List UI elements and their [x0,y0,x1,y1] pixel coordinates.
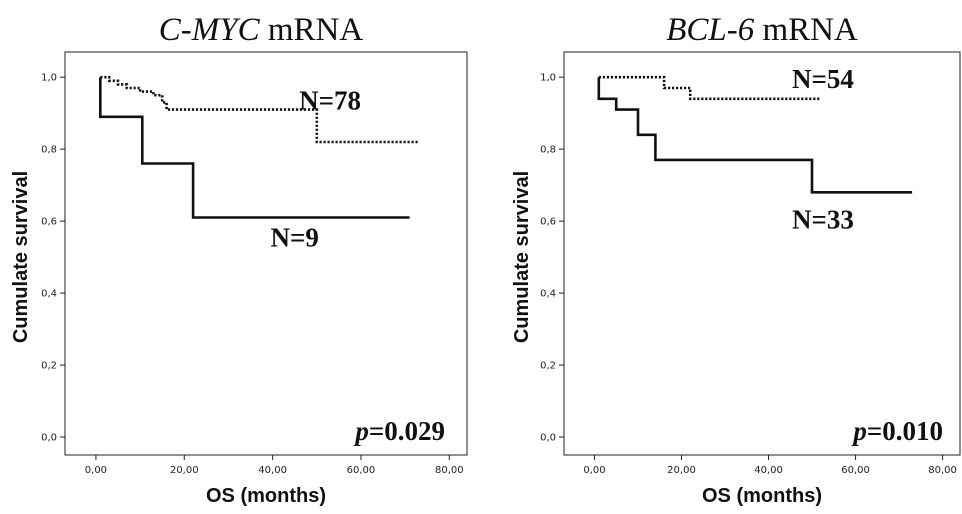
chart-title-gene: BCL-6 [666,12,755,48]
x-tick-label: 40,00 [754,465,783,476]
x-tick-label: 0,00 [85,465,107,476]
axis-ticks: 0,00 20,00 40,00 60,00 80,00 0,0 0,2 0,4 0,6 0,8 1… [41,73,464,476]
x-tick-label: 0,00 [583,465,605,476]
series-label: N=33 [792,204,854,234]
survival-curves [597,75,913,194]
series-labels: N=54 N=33 [792,64,854,234]
y-tick-label: 0,4 [540,289,556,300]
y-tick-label: 1,0 [540,73,556,84]
y-tick-label: 0,2 [41,361,57,372]
p-value-number: =0.010 [867,416,943,446]
p-value-label: p=0.029 [353,416,445,446]
x-tick-label: 20,00 [667,465,696,476]
chart-panel-c-myc: C-MYC mRNA 0,00 20,00 40,00 60,00 80,000,00,… [10,12,468,507]
y-tick-label: 0,8 [41,145,57,156]
x-tick-label: 60,00 [347,465,376,476]
chart-panel-bcl-6: BCL-6 mRNA 0,00 20,00 40,00 60,00 80,000,00,… [511,12,961,507]
x-tick-label: 60,00 [841,465,870,476]
series-label: N=78 [299,86,361,116]
survival-curve-solid [99,77,410,219]
p-value-label: p=0.010 [851,416,943,446]
chart-title: C-MYC mRNA [159,12,364,48]
chart-title-suffix: mRNA [260,12,364,48]
y-tick-label: 1,0 [41,73,57,84]
y-tick-label: 0,6 [540,217,556,228]
series-label: N=54 [792,64,854,94]
axis-ticks: 0,00 20,00 40,00 60,00 80,00 0,0 0,2 0,4 0,6 0,8 1… [540,73,957,476]
y-axis-title: Cumulate survival [511,171,533,343]
y-tick-label: 0,0 [41,433,57,444]
survival-curve-solid [597,77,913,194]
y-axis-title: Cumulate survival [10,171,32,343]
x-tick-label: 80,00 [928,465,957,476]
series-labels: N=78 N=9 [271,86,361,253]
y-tick-label: 0,4 [41,289,57,300]
survival-curve-dotted [598,75,821,101]
series-label: N=9 [271,222,319,252]
plot-frame [64,51,468,456]
x-axis-title: OS (months) [206,485,326,507]
chart-title-gene: C-MYC [159,12,261,48]
x-axis-title: OS (months) [702,485,822,507]
chart-title-suffix: mRNA [754,12,858,48]
x-tick-label: 80,00 [435,465,464,476]
chart-title: BCL-6 mRNA [666,12,858,48]
p-value-number: =0.029 [369,416,445,446]
y-tick-label: 0,0 [540,433,556,444]
y-tick-label: 0,8 [540,145,556,156]
p-value-prefix: p [851,416,867,446]
y-tick-label: 0,6 [41,217,57,228]
p-value-prefix: p [353,416,369,446]
survival-curve-dotted [100,75,419,144]
survival-curves [99,75,419,219]
plot-frame [563,51,961,456]
x-tick-label: 40,00 [258,465,287,476]
x-tick-label: 20,00 [170,465,199,476]
y-tick-label: 0,2 [540,361,556,372]
